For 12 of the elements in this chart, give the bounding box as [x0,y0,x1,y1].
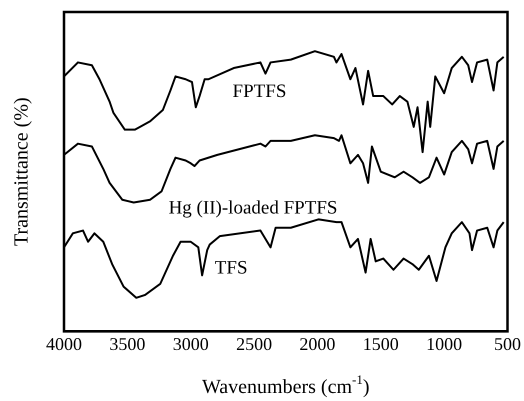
x-tick-label: 1500 [362,334,399,354]
series-label: TFS [214,258,248,279]
y-axis-title: Transmittance (%) [10,97,32,246]
series-label: Hg (II)-loaded FPTFS [168,197,338,218]
x-tick-label: 2500 [236,334,272,354]
x-tick-label: 3000 [172,334,209,354]
x-tick-label: 4000 [46,334,82,354]
x-tick-label: 3500 [109,334,146,354]
x-tick-label: 2000 [299,334,336,354]
series-label: FPTFS [232,81,286,102]
x-tick-label: 1000 [426,334,462,354]
x-tick-label: 500 [494,334,521,354]
